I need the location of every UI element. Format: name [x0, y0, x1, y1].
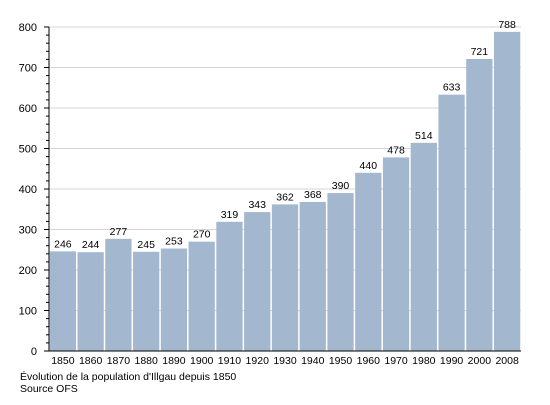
data-label: 244	[82, 239, 100, 251]
x-tick-label: 1860	[79, 355, 103, 367]
chart-caption: Évolution de la population d'Illgau depu…	[20, 371, 237, 383]
bar	[327, 193, 354, 351]
x-tick-label: 1970	[384, 355, 408, 367]
bar	[299, 201, 326, 351]
bar	[244, 212, 271, 351]
x-tick-label: 1960	[357, 355, 381, 367]
bar	[438, 94, 465, 351]
data-label: 390	[332, 180, 350, 192]
x-tick-label: 1910	[218, 355, 242, 367]
bar	[216, 221, 243, 351]
data-label: 343	[248, 199, 266, 211]
x-tick-label: 1870	[107, 355, 131, 367]
data-label: 721	[471, 46, 489, 58]
data-label: 253	[165, 236, 183, 248]
bar	[466, 58, 493, 352]
x-tick-label: 1930	[273, 355, 297, 367]
y-tick-label: 800	[19, 22, 37, 34]
data-label: 514	[415, 130, 433, 142]
data-label: 478	[387, 144, 405, 156]
x-tick-label: 2008	[495, 355, 519, 367]
bar	[133, 251, 160, 351]
x-tick-label: 1900	[190, 355, 214, 367]
chart-source: Source OFS	[20, 383, 78, 395]
y-tick-label: 200	[19, 265, 37, 277]
y-tick-label: 500	[19, 144, 37, 156]
data-label: 246	[54, 238, 72, 250]
y-tick-label: 100	[19, 306, 37, 318]
x-tick-label: 1980	[412, 355, 436, 367]
data-label: 362	[276, 191, 294, 203]
bar	[160, 248, 188, 351]
bar	[355, 172, 382, 351]
bar	[105, 238, 132, 351]
bar	[410, 142, 437, 351]
y-tick-label: 700	[19, 63, 37, 75]
x-tick-label: 1880	[134, 355, 158, 367]
data-label: 319	[221, 209, 239, 221]
x-tick-label: 1850	[51, 355, 75, 367]
x-tick-label: 1940	[301, 355, 325, 367]
y-tick-label: 600	[19, 103, 37, 115]
y-tick-label: 400	[19, 184, 37, 196]
x-tick-label: 1890	[162, 355, 186, 367]
y-tick-label: 300	[19, 225, 37, 237]
x-tick-label: 1990	[440, 355, 464, 367]
data-label: 788	[498, 19, 516, 31]
x-tick-label: 1920	[246, 355, 270, 367]
bar	[49, 251, 77, 351]
y-tick-label: 0	[31, 346, 37, 358]
data-label: 277	[110, 226, 128, 238]
data-label: 633	[443, 82, 461, 94]
x-tick-label: 1950	[329, 355, 353, 367]
x-tick-label: 2000	[468, 355, 492, 367]
data-label: 270	[193, 229, 211, 241]
bar	[493, 31, 521, 352]
bar	[77, 252, 104, 351]
bar	[188, 241, 215, 351]
data-label: 245	[137, 239, 155, 251]
data-label: 440	[360, 160, 378, 172]
data-label: 368	[304, 189, 322, 201]
bar	[382, 157, 410, 351]
bar	[271, 204, 299, 351]
